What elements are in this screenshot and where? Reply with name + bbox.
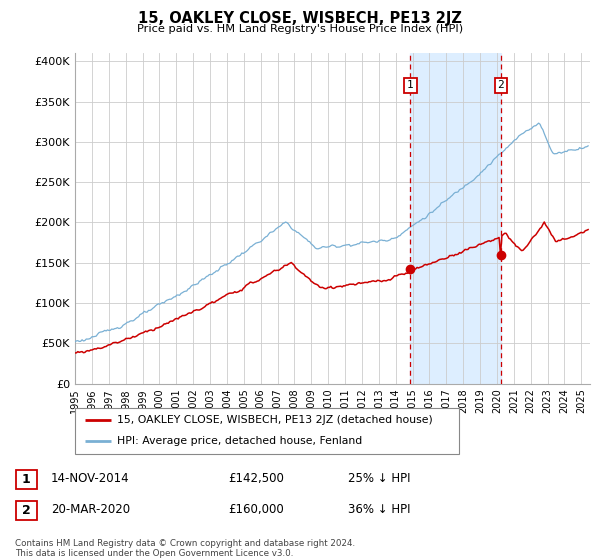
Text: Contains HM Land Registry data © Crown copyright and database right 2024.
This d: Contains HM Land Registry data © Crown c… — [15, 539, 355, 558]
FancyBboxPatch shape — [16, 501, 37, 520]
Text: 20-MAR-2020: 20-MAR-2020 — [51, 503, 130, 516]
Text: 1: 1 — [407, 81, 414, 90]
Text: 15, OAKLEY CLOSE, WISBECH, PE13 2JZ (detached house): 15, OAKLEY CLOSE, WISBECH, PE13 2JZ (det… — [117, 415, 433, 425]
Text: Price paid vs. HM Land Registry's House Price Index (HPI): Price paid vs. HM Land Registry's House … — [137, 24, 463, 34]
Text: 2: 2 — [22, 503, 31, 517]
Text: 15, OAKLEY CLOSE, WISBECH, PE13 2JZ: 15, OAKLEY CLOSE, WISBECH, PE13 2JZ — [138, 11, 462, 26]
Text: 1: 1 — [22, 473, 31, 486]
Text: 25% ↓ HPI: 25% ↓ HPI — [348, 472, 410, 486]
Bar — [580, 53, 590, 384]
Text: 2: 2 — [497, 81, 504, 90]
FancyBboxPatch shape — [16, 470, 37, 489]
Text: £142,500: £142,500 — [228, 472, 284, 486]
Text: £160,000: £160,000 — [228, 503, 284, 516]
Text: 36% ↓ HPI: 36% ↓ HPI — [348, 503, 410, 516]
Text: HPI: Average price, detached house, Fenland: HPI: Average price, detached house, Fenl… — [117, 436, 362, 446]
Bar — [410, 53, 500, 384]
Text: 14-NOV-2014: 14-NOV-2014 — [51, 472, 130, 486]
FancyBboxPatch shape — [75, 408, 459, 454]
